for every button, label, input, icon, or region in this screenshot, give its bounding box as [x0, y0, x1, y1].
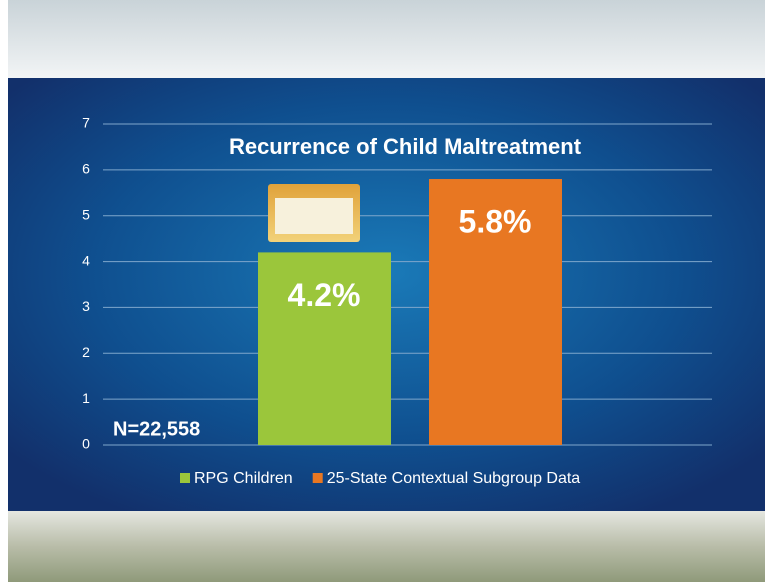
sky: [8, 0, 765, 80]
legend-label: 25-State Contextual Subgroup Data: [327, 470, 581, 487]
logo-inner: [275, 198, 353, 234]
y-tick-label: 2: [82, 344, 90, 360]
value-label: 4.2%: [288, 277, 361, 313]
value-label: 5.8%: [459, 203, 532, 239]
chart-title: Recurrence of Child Maltreatment: [229, 134, 582, 159]
bar: [429, 179, 562, 445]
legend-swatch: [312, 473, 323, 483]
annotation: N=22,558: [113, 418, 200, 440]
y-tick-label: 3: [82, 298, 90, 314]
y-tick-label: 7: [82, 115, 90, 131]
y-tick-label: 5: [82, 206, 90, 222]
bar: [258, 252, 391, 445]
legend-swatch: [180, 473, 190, 483]
y-tick-label: 0: [82, 436, 90, 452]
y-tick-label: 4: [82, 252, 90, 268]
y-tick-label: 1: [82, 390, 90, 406]
logo: [268, 184, 360, 242]
legend-label: RPG Children: [194, 470, 293, 487]
landscape: [8, 510, 765, 582]
y-tick-label: 6: [82, 161, 90, 177]
